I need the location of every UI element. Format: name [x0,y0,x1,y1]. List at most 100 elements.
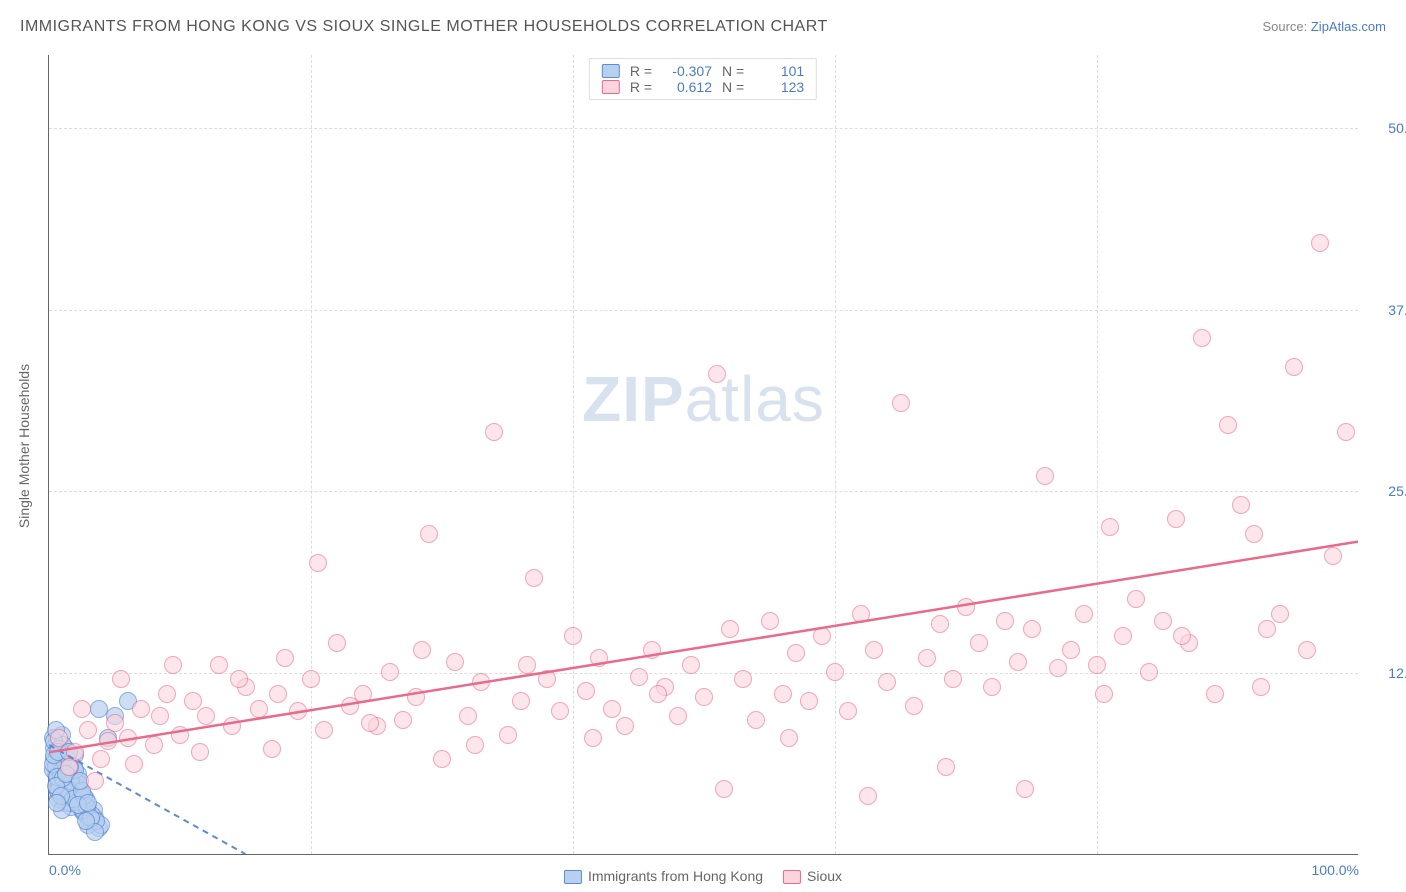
point-sx [1324,547,1342,565]
point-sx [1101,518,1119,536]
point-sx [73,700,91,718]
point-sx [1016,780,1034,798]
point-sx [774,685,792,703]
point-sx [715,780,733,798]
point-sx [747,711,765,729]
point-sx [459,707,477,725]
point-sx [112,670,130,688]
point-sx [1088,656,1106,674]
point-sx [944,670,962,688]
point-sx [761,612,779,630]
point-sx [1127,590,1145,608]
point-hk [79,794,97,812]
point-sx [649,685,667,703]
n-label: N = [722,63,744,79]
r-label: R = [630,63,652,79]
point-sx [878,673,896,691]
point-sx [551,702,569,720]
point-sx [780,729,798,747]
header: IMMIGRANTS FROM HONG KONG VS SIOUX SINGL… [20,18,1386,36]
legend-swatch-sx [783,870,801,884]
point-sx [1219,416,1237,434]
point-sx [603,700,621,718]
correlation-legend: R = -0.307 N = 101 R = 0.612 N = 123 [589,58,817,100]
point-sx [99,732,117,750]
source-attribution: Source: ZipAtlas.com [1262,19,1386,34]
chart-title: IMMIGRANTS FROM HONG KONG VS SIOUX SINGL… [20,18,828,36]
point-sx [119,729,137,747]
point-sx [446,653,464,671]
legend-row-hk: R = -0.307 N = 101 [602,63,804,79]
point-sx [1075,605,1093,623]
point-sx [937,758,955,776]
point-sx [512,692,530,710]
y-tick-label: 25.0% [1368,483,1406,499]
point-sx [1140,663,1158,681]
point-sx [1167,510,1185,528]
point-sx [669,707,687,725]
point-sx [892,394,910,412]
point-sx [1036,467,1054,485]
point-sx [394,711,412,729]
point-sx [289,702,307,720]
point-sx [413,641,431,659]
point-sx [643,641,661,659]
point-sx [708,365,726,383]
legend-swatch-hk [602,64,620,78]
point-sx [839,702,857,720]
point-sx [50,729,68,747]
point-sx [250,700,268,718]
point-sx [590,649,608,667]
point-sx [164,656,182,674]
point-sx [302,670,320,688]
r-value-sx: 0.612 [662,79,712,95]
point-sx [905,697,923,715]
scatter-points [49,55,1358,854]
point-sx [106,714,124,732]
legend-swatch-hk [564,870,582,884]
point-sx [859,787,877,805]
source-prefix: Source: [1262,19,1310,34]
point-sx [145,736,163,754]
r-value-hk: -0.307 [662,63,712,79]
point-sx [472,673,490,691]
point-sx [1049,659,1067,677]
point-sx [695,688,713,706]
y-tick-label: 50.0% [1368,120,1406,136]
point-sx [354,685,372,703]
point-sx [1337,423,1355,441]
point-sx [230,670,248,688]
point-sx [1258,620,1276,638]
point-sx [132,700,150,718]
point-sx [1311,234,1329,252]
point-sx [1193,329,1211,347]
point-sx [381,663,399,681]
point-sx [125,755,143,773]
r-label: R = [630,79,652,95]
point-sx [79,721,97,739]
n-value-hk: 101 [754,63,804,79]
point-sx [564,627,582,645]
point-sx [499,726,517,744]
point-sx [983,678,1001,696]
point-sx [1232,496,1250,514]
point-hk [48,794,66,812]
point-sx [269,685,287,703]
point-hk [90,700,108,718]
point-sx [60,758,78,776]
point-sx [1173,627,1191,645]
point-sx [433,750,451,768]
point-sx [957,598,975,616]
point-sx [407,688,425,706]
legend-label-hk: Immigrants from Hong Kong [588,868,763,884]
point-sx [151,707,169,725]
legend-item-sx: Sioux [783,868,842,884]
source-link[interactable]: ZipAtlas.com [1311,19,1386,34]
point-sx [813,627,831,645]
point-sx [518,656,536,674]
point-sx [86,772,104,790]
point-sx [1271,605,1289,623]
point-sx [1154,612,1172,630]
point-sx [1062,641,1080,659]
point-sx [1009,653,1027,671]
